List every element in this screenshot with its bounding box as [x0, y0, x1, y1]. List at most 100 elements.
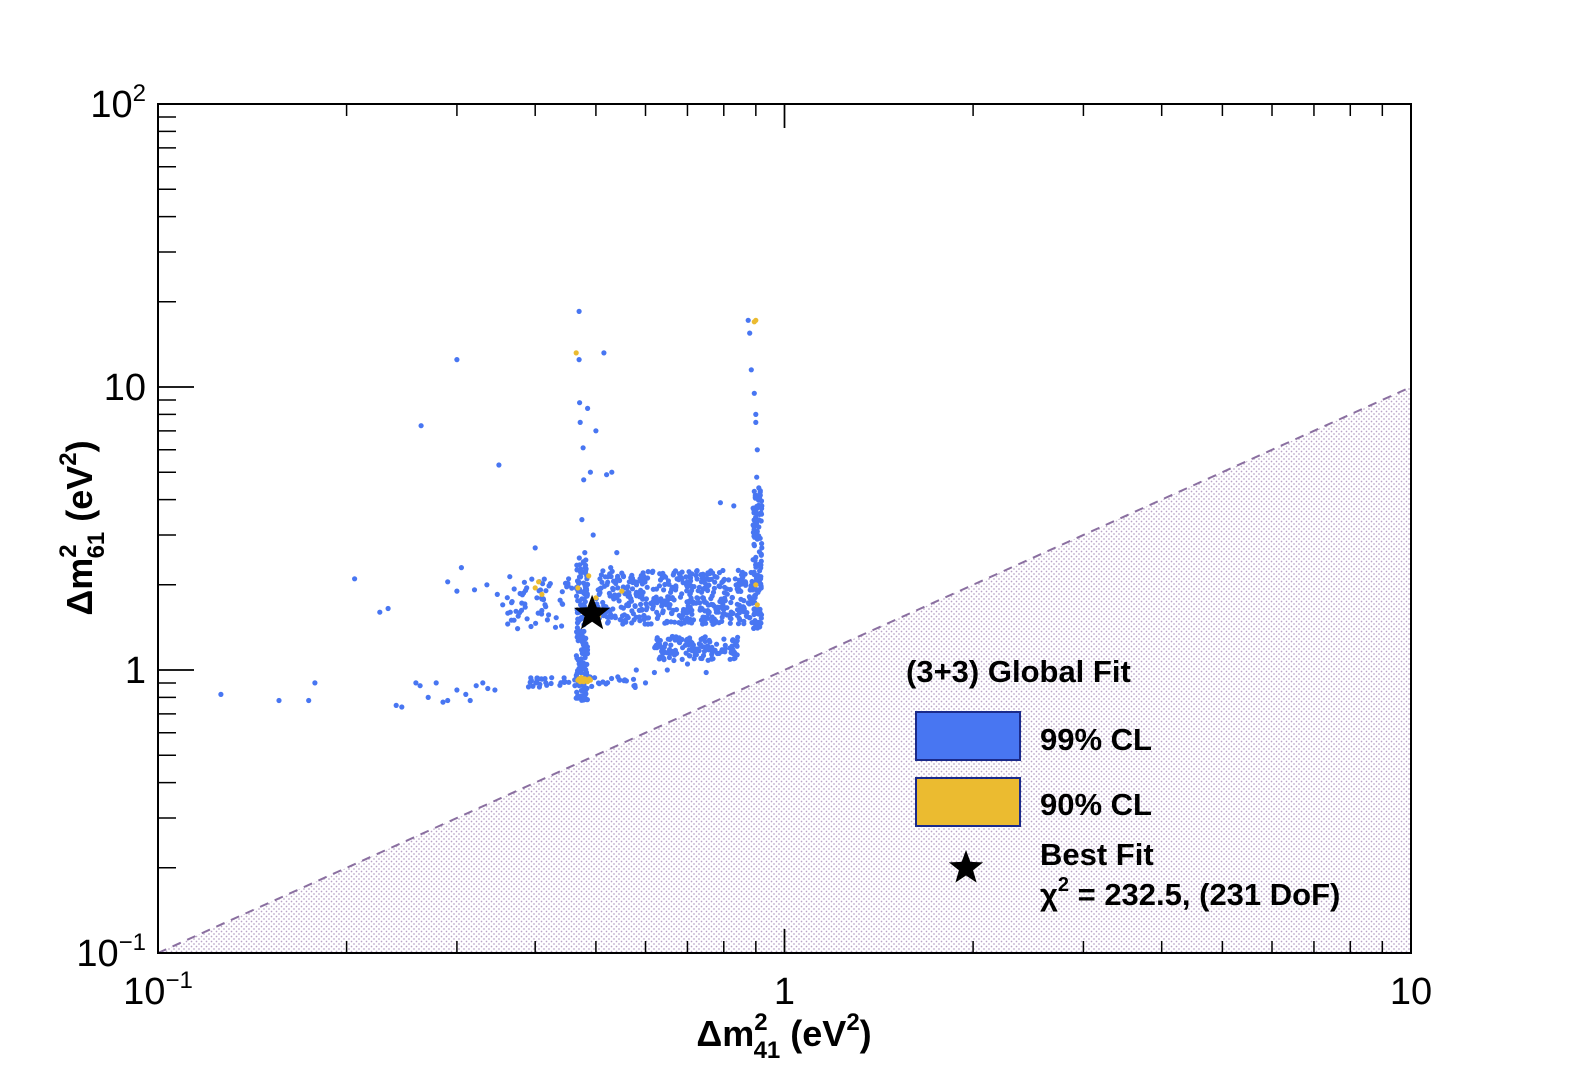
point-99cl — [626, 590, 632, 596]
point-99cl — [624, 585, 630, 592]
point-99cl — [728, 599, 734, 606]
point-99cl — [598, 572, 605, 578]
point-99cl — [509, 600, 515, 606]
point-99cl — [670, 572, 676, 578]
point-99cl — [694, 646, 700, 652]
point-99cl — [644, 584, 650, 590]
point-99cl — [688, 639, 694, 645]
point-99cl — [699, 589, 705, 595]
point-99cl — [729, 594, 735, 601]
series-90cl-points — [532, 317, 760, 685]
point-99cl — [676, 620, 682, 626]
point-99cl — [654, 635, 660, 641]
point-99cl — [650, 598, 656, 605]
point-99cl — [593, 428, 599, 434]
point-99cl — [634, 579, 640, 585]
point-99cl — [736, 586, 742, 592]
point-99cl — [752, 495, 759, 501]
point-99cl — [433, 680, 439, 686]
point-99cl — [700, 595, 706, 601]
y-axis-ticks — [158, 103, 194, 954]
point-99cl — [712, 573, 718, 580]
point-99cl — [584, 685, 590, 691]
point-99cl — [741, 606, 747, 612]
point-99cl — [534, 675, 540, 681]
point-99cl — [701, 599, 708, 605]
point-99cl — [698, 655, 704, 662]
point-99cl — [463, 691, 469, 698]
point-99cl — [719, 618, 725, 625]
point-99cl — [549, 675, 555, 681]
point-99cl — [753, 620, 759, 626]
point-99cl — [617, 577, 623, 584]
point-99cl — [754, 503, 760, 509]
y-axis-tick-labels: 10−1 1 10 102 — [76, 80, 146, 975]
point-99cl — [609, 469, 615, 475]
y-tick-label: 102 — [90, 80, 146, 126]
point-99cl — [605, 620, 611, 626]
point-99cl — [726, 577, 732, 583]
point-99cl — [710, 656, 716, 662]
point-99cl — [524, 616, 530, 622]
point-99cl — [548, 680, 554, 687]
point-99cl — [651, 669, 658, 676]
point-99cl — [673, 607, 680, 613]
point-99cl — [542, 602, 548, 608]
point-99cl — [674, 576, 680, 582]
point-99cl — [730, 650, 736, 657]
point-99cl — [690, 617, 697, 623]
point-99cl — [633, 667, 639, 673]
point-99cl — [454, 687, 460, 693]
point-99cl — [522, 604, 528, 610]
point-99cl — [667, 651, 673, 657]
point-99cl — [704, 575, 710, 582]
point-99cl — [601, 603, 607, 609]
point-99cl — [537, 681, 543, 688]
point-99cl — [665, 636, 671, 642]
point-99cl — [393, 702, 399, 709]
point-99cl — [752, 593, 758, 599]
point-99cl — [679, 591, 685, 597]
point-99cl — [630, 676, 637, 682]
point-99cl — [733, 582, 739, 588]
point-99cl — [612, 593, 618, 599]
point-99cl — [757, 488, 763, 494]
point-99cl — [577, 400, 583, 406]
point-99cl — [703, 620, 709, 626]
point-99cl — [640, 573, 647, 579]
legend-swatch-99cl — [915, 711, 1021, 761]
point-99cl — [596, 681, 602, 687]
point-99cl — [632, 684, 638, 691]
point-99cl — [500, 602, 506, 608]
point-99cl — [582, 655, 588, 661]
point-99cl — [727, 586, 733, 593]
point-99cl — [641, 612, 647, 619]
point-99cl — [755, 606, 761, 612]
point-99cl — [671, 652, 678, 658]
point-99cl — [754, 536, 760, 542]
point-99cl — [572, 683, 578, 689]
point-99cl — [731, 656, 737, 662]
point-99cl — [637, 594, 643, 600]
point-99cl — [599, 579, 605, 585]
point-99cl — [218, 691, 224, 698]
point-99cl — [645, 621, 651, 627]
point-99cl — [751, 507, 757, 513]
point-99cl — [609, 675, 615, 682]
point-99cl — [691, 600, 697, 606]
point-99cl — [703, 646, 709, 652]
point-99cl — [702, 608, 708, 614]
point-99cl — [605, 614, 612, 620]
point-99cl — [511, 617, 517, 623]
point-99cl — [754, 447, 760, 453]
point-99cl — [534, 595, 540, 601]
x-axis-title: Δm2 41 (eV2) — [696, 1009, 871, 1064]
point-99cl — [677, 640, 683, 646]
point-99cl — [544, 617, 551, 623]
point-99cl — [515, 613, 521, 619]
point-99cl — [735, 621, 742, 627]
point-90cl — [754, 602, 760, 608]
point-99cl — [640, 589, 646, 596]
point-99cl — [533, 680, 539, 686]
point-99cl — [733, 640, 739, 647]
